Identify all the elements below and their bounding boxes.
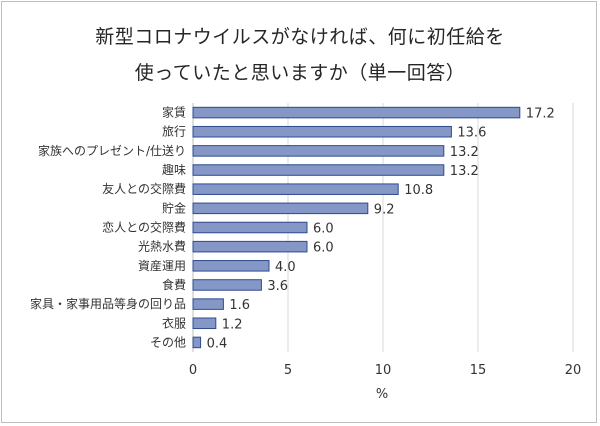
bar-2	[192, 145, 445, 157]
category-label: 光熱水費	[138, 239, 186, 254]
category-label: 資産運用	[138, 258, 186, 273]
chart-title-line-2: 使っていたと思いますか（単一回答）	[134, 62, 466, 84]
category-label: 貯金	[162, 200, 186, 215]
value-label: 4.0	[275, 260, 296, 275]
value-labels: 17.2 13.6 13.2 13.2 10.8 9.2 6.0 6.0 4.0 3.6 1.6 1.…	[207, 107, 555, 352]
category-label: 食費	[162, 277, 186, 292]
value-label: 1.2	[222, 317, 243, 332]
gridlines	[192, 103, 574, 352]
value-label: 6.0	[313, 241, 334, 256]
bars	[192, 106, 521, 349]
category-label: 衣服	[162, 315, 186, 330]
bar-0	[192, 106, 521, 119]
bar-12	[192, 336, 202, 349]
category-label: 家賃	[162, 105, 186, 120]
value-label: 13.2	[450, 145, 479, 160]
bar-8	[192, 260, 270, 272]
bar-11	[192, 317, 217, 330]
bar-1	[192, 125, 452, 138]
x-tick-label: 5	[284, 363, 292, 378]
x-tick-labels: 0 5 10 15 20	[189, 363, 581, 378]
value-label: 13.6	[457, 126, 486, 141]
category-label: その他	[150, 335, 186, 349]
x-tick-label: 20	[565, 363, 582, 378]
value-label: 10.8	[404, 183, 433, 198]
chart-title-line-1: 新型コロナウイルスがなければ、何に初任給を	[95, 26, 505, 48]
x-tick-label: 0	[189, 363, 197, 378]
value-label: 9.2	[374, 202, 395, 217]
category-labels: 家賃旅行家族へのプレゼント/仕送り趣味友人との交際費貯金恋人との交際費光熱水費資…	[30, 105, 186, 350]
category-label: 恋人との交際費	[102, 220, 186, 235]
bar-3	[192, 164, 445, 176]
category-label: 家具・家事用品等身の回り品	[30, 296, 186, 311]
category-label: 友人との交際費	[102, 181, 186, 196]
value-label: 17.2	[526, 107, 555, 122]
bar-10	[192, 298, 224, 310]
bar-9	[192, 279, 262, 291]
bar-5	[192, 202, 369, 215]
bar-6	[192, 221, 308, 234]
value-label: 13.2	[450, 164, 479, 179]
x-tick-label: 15	[470, 363, 487, 378]
value-label: 1.6	[229, 298, 250, 313]
category-label: 家族へのプレゼント/仕送り	[38, 143, 186, 158]
bar-4	[192, 183, 399, 195]
value-label: 3.6	[267, 279, 288, 294]
category-label: 旅行	[162, 125, 186, 139]
value-label: 6.0	[313, 222, 334, 237]
bar-7	[192, 240, 308, 253]
category-label: 趣味	[162, 162, 186, 177]
value-label: 0.4	[207, 336, 228, 351]
x-tick-label: 10	[375, 363, 392, 378]
x-axis-title: %	[376, 387, 388, 402]
